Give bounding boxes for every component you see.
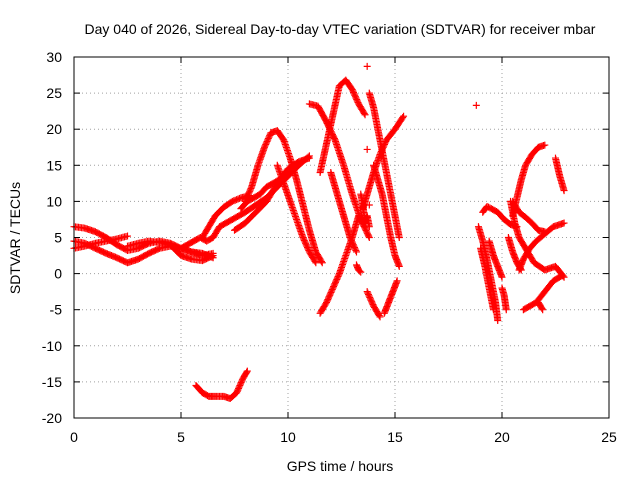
data-point-marker (282, 169, 290, 177)
y-tick-label: -20 (42, 410, 62, 426)
data-series (273, 161, 320, 267)
x-tick-label: 20 (494, 429, 510, 445)
data-point-marker (365, 234, 373, 241)
data-point-marker (472, 101, 480, 109)
data-point-marker (360, 109, 368, 117)
data-series (241, 127, 326, 267)
data-series (370, 161, 403, 270)
data-point-marker (558, 272, 566, 280)
data-series (477, 244, 497, 314)
data-series (124, 237, 217, 265)
data-series (485, 237, 506, 281)
data-point-marker (502, 306, 510, 314)
data-series (192, 367, 251, 403)
y-axis-label: SDTVAR / TECUs (7, 182, 23, 294)
data-point-marker (352, 248, 360, 256)
data-series (519, 272, 566, 314)
data-series (534, 298, 547, 314)
data-point-marker (400, 112, 408, 120)
axis-ticks: 0 5 10 15 20 25 -20 -15 -10 -5 0 5 10 15 20 25 30 (42, 49, 617, 445)
data-point-marker (365, 232, 373, 240)
y-tick-label: 0 (54, 266, 62, 282)
data-point-marker (356, 267, 364, 275)
data-point-marker (365, 201, 373, 209)
data-point-marker (281, 170, 289, 178)
data-point-marker (376, 313, 384, 321)
data-point-marker (363, 145, 371, 153)
data-point-marker (560, 187, 568, 195)
data-series (472, 101, 480, 109)
x-tick-label: 10 (280, 429, 296, 445)
data-series (365, 89, 403, 241)
x-tick-label: 5 (177, 429, 185, 445)
data-point-marker (395, 262, 403, 270)
data-series (498, 284, 510, 314)
data-point-marker (557, 272, 565, 280)
data-point-marker (541, 141, 549, 149)
data-series (552, 154, 568, 195)
x-tick-label: 15 (387, 429, 403, 445)
y-tick-label: -5 (50, 302, 63, 318)
data-series (365, 201, 373, 209)
data-series (327, 169, 360, 256)
data-point-marker (124, 232, 131, 240)
data-point-marker (541, 228, 549, 236)
grid (74, 57, 609, 418)
data-point-marker (363, 62, 371, 70)
data-point-marker (494, 317, 502, 325)
data-series (316, 76, 369, 177)
data-point-marker (318, 259, 326, 267)
data-point-marker (209, 252, 217, 260)
x-tick-label: 25 (601, 429, 617, 445)
data-point-marker (311, 257, 319, 265)
data-series (363, 145, 371, 153)
data-point-marker (498, 273, 506, 281)
data-point-marker (395, 234, 403, 241)
data-point-marker (538, 304, 546, 312)
y-tick-label: 5 (54, 230, 62, 246)
data-point-marker (312, 259, 320, 267)
data-point-marker (560, 219, 568, 227)
data-point-marker (365, 223, 373, 231)
x-tick-label: 0 (70, 429, 78, 445)
data-point-marker (489, 306, 497, 314)
y-tick-label: 30 (46, 49, 62, 65)
y-tick-label: 20 (46, 121, 62, 137)
data-series (316, 212, 363, 317)
y-tick-label: 25 (46, 85, 62, 101)
y-tick-label: 15 (46, 157, 62, 173)
data-series (380, 277, 401, 317)
y-tick-label: 10 (46, 193, 62, 209)
data-point-marker (357, 268, 365, 276)
data-point-marker (399, 114, 407, 122)
data-series (363, 62, 371, 70)
data-point-marker (335, 271, 343, 279)
data-point-marker (208, 252, 216, 260)
data-point-marker (539, 306, 547, 314)
data-series (352, 261, 365, 276)
data-series (509, 197, 549, 236)
data-point-marker (243, 368, 251, 376)
data-point-marker (317, 257, 325, 265)
data-point-marker (393, 277, 401, 285)
data-point-marker (243, 367, 251, 375)
y-tick-label: -10 (42, 338, 62, 354)
data-point-marker (352, 246, 360, 254)
data-series (363, 288, 384, 321)
y-tick-label: -15 (42, 374, 62, 390)
data-points (70, 62, 568, 403)
data-series (357, 190, 373, 231)
data-point-marker (375, 312, 383, 320)
chart-title: Day 040 of 2026, Sidereal Day-to-day VTE… (85, 21, 596, 37)
x-axis-label: GPS time / hours (287, 458, 394, 474)
data-point-marker (305, 154, 313, 162)
data-point-marker (361, 111, 369, 119)
data-series (515, 219, 568, 274)
